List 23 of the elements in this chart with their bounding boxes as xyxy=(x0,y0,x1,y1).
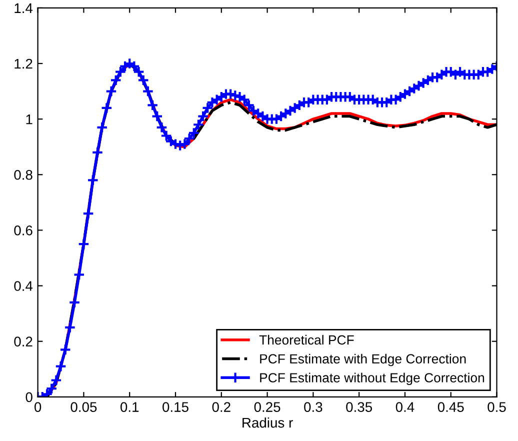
y-tick-label: 1 xyxy=(26,114,32,124)
y-tick-label: 1.4 xyxy=(14,3,33,13)
legend-label: PCF Estimate with Edge Correction xyxy=(260,354,466,366)
x-tick-label: 0.2 xyxy=(212,402,230,412)
x-tick-label: 0.05 xyxy=(70,402,97,412)
x-tick-label: 0.3 xyxy=(304,402,322,412)
x-axis-title: Radius r xyxy=(242,417,293,428)
x-tick-label: 0.45 xyxy=(438,402,464,412)
x-tick-label: 0.15 xyxy=(162,402,188,412)
y-tick-label: 0.4 xyxy=(14,281,33,291)
x-tick-label: 0.5 xyxy=(488,402,506,412)
x-tick-label: 0.25 xyxy=(254,402,280,412)
x-tick-label: 0.1 xyxy=(120,402,139,412)
y-tick-label: 1.2 xyxy=(14,58,32,69)
y-tick-label: 0.8 xyxy=(14,170,32,180)
x-tick-label: 0.35 xyxy=(346,402,372,412)
x-tick-label: 0.4 xyxy=(396,402,414,412)
y-tick-label: 0.2 xyxy=(14,336,32,347)
legend-label: PCF Estimate without Edge Correction xyxy=(260,372,484,386)
legend-label: Theoretical PCF xyxy=(259,334,354,345)
x-tick-label: 0 xyxy=(34,402,42,412)
y-tick-label: 0 xyxy=(26,392,32,402)
y-tick-label: 0.6 xyxy=(14,226,32,236)
